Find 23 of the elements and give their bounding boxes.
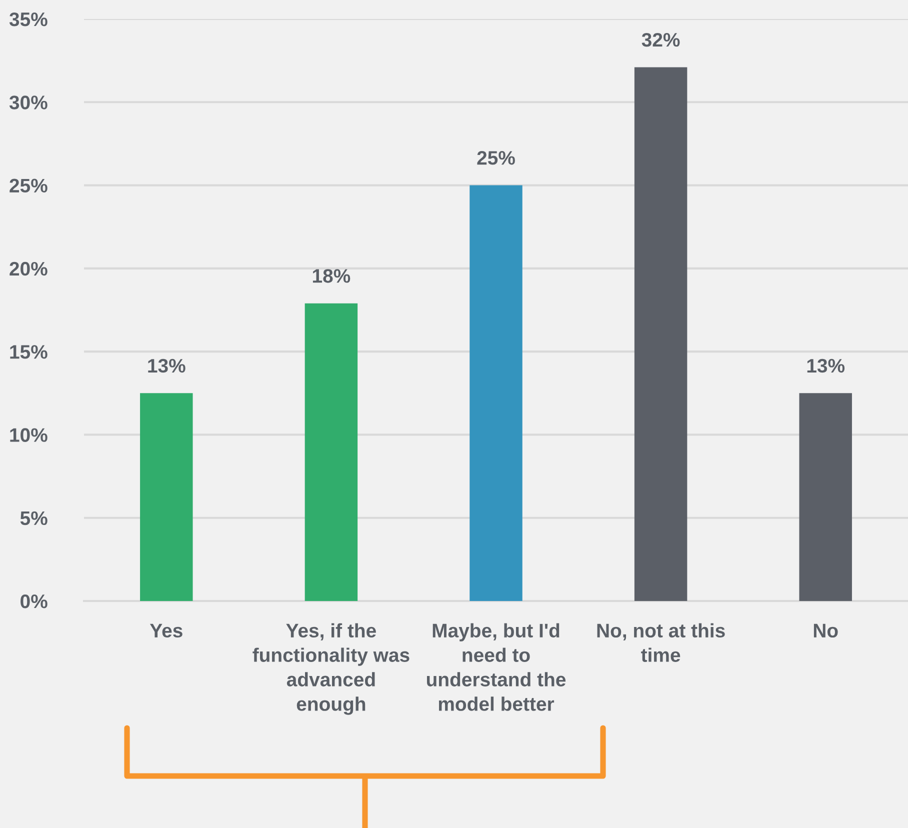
x-tick-label: Maybe, but I'd need to understand the model better [426, 623, 566, 711]
y-tick-label: 15% [10, 345, 48, 359]
bar [140, 393, 193, 601]
y-tick-label: 0% [20, 594, 48, 608]
y-tick-label: 35% [9, 12, 48, 26]
bar [304, 303, 358, 601]
data-label: 18% [312, 269, 350, 283]
bar [470, 185, 522, 601]
bar [634, 67, 688, 601]
data-label: 13% [148, 358, 186, 373]
data-label: 25% [477, 151, 515, 165]
y-tick-label: 20% [10, 262, 48, 276]
y-tick-label: 10% [10, 428, 48, 442]
x-tick-label: No, not at this time [597, 623, 725, 662]
data-label: 32% [642, 32, 680, 47]
data-label: 13% [807, 358, 845, 373]
x-tick-label: Yes [150, 624, 182, 638]
bar [799, 393, 852, 601]
x-tick-label: Yes, if the functionality was advanced enough [252, 623, 410, 715]
x-tick-label: No [814, 624, 838, 638]
y-tick-label: 25% [10, 178, 48, 193]
y-tick-label: 5% [20, 511, 48, 526]
y-tick-label: 30% [9, 96, 48, 110]
